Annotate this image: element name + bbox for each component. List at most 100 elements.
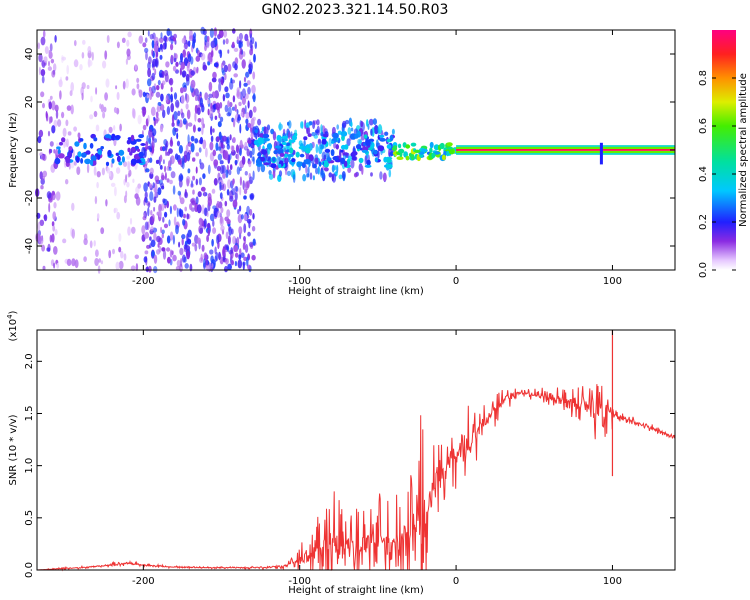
spectrogram-cell [192,40,195,49]
spectrogram-cell [279,152,285,157]
spectrogram-cell [374,157,378,163]
spectrogram-cell [209,141,214,151]
x-tick-label: 100 [603,576,622,587]
spectrogram-cell [336,164,339,174]
spectrogram-cell [247,139,252,144]
spectrogram-cell [215,142,219,152]
spectrogram-cell [81,52,85,59]
spectrogram-cell [132,178,135,183]
spectrogram-cell [180,258,183,268]
spectrogram-cell [244,243,249,253]
spectrogram-cell [341,171,346,180]
spectrogram-cell [131,88,136,96]
spectrogram-cell [165,61,170,68]
spectrogram-cell [281,141,287,146]
spectrogram-cell [170,171,176,179]
spectrogram-cell [113,107,118,113]
spectrogram-cell [198,147,202,153]
spectrogram-cell [289,147,294,154]
spectrogram-cell [197,49,201,57]
spectrogram-cell [252,238,256,246]
spectrogram-cell [169,179,173,185]
spectrogram-cell [282,128,286,135]
spectrogram-cell [46,247,51,252]
spectrogram-cell [234,261,237,267]
spectrogram-cell [77,151,82,158]
spectrogram-cell [183,43,188,50]
spectrogram-cell [45,111,48,119]
spectrogram-cell [134,64,138,71]
spectrogram-cell [226,244,230,251]
x-tick-label: -100 [288,276,311,287]
spectrogram-cell [226,219,231,225]
spectrogram-cell [245,118,249,125]
spectrogram-cell [116,155,121,163]
spectrogram-cell [241,59,246,69]
spectrogram-cell [354,133,359,139]
spectrogram-cell [81,82,86,90]
spectrogram-cell [79,138,84,142]
spectrogram-cell [252,106,257,113]
spectrogram-cell [239,147,242,156]
spectrogram-cell [104,134,112,139]
spectrogram-cell [160,93,164,102]
spectrogram-cell [360,135,365,141]
spectrogram-cell [247,160,252,165]
spectrogram-cell [350,121,353,128]
spectrogram-cell [181,112,185,119]
spectrogram-cell [212,128,215,133]
spectrogram-cell [398,143,402,149]
spectrogram-cell [284,168,288,176]
spectrogram-cell [173,57,177,63]
spectrogram-cell [305,165,308,174]
spectrogram-cell [153,232,157,242]
spectrogram-cell [286,170,291,177]
spectrogram-cell [195,178,198,186]
spectrogram-cell [159,182,165,188]
spectrogram-cell [224,150,229,161]
spectrogram-cell [252,170,255,181]
spectrogram-cell [225,169,229,179]
spectrogram-cell [333,142,337,149]
spectrogram-cell [74,40,77,47]
spectrogram-cell [304,119,307,130]
spectrogram-cell [53,63,57,72]
spectrogram-cell [162,159,165,165]
spectrogram-cell [236,236,240,246]
spectrogram-cell [40,69,46,77]
spectrogram-cell [239,80,242,89]
spectrogram-cell [226,112,231,117]
spectrogram-cell [199,97,203,107]
spectrogram-cell [93,240,96,247]
spectrogram-cell [439,142,445,150]
spectrogram-cell [220,225,225,232]
spectrogram-region [55,31,146,274]
spectrogram-cell [178,175,181,182]
spectrogram-cell [144,47,149,54]
spectrogram-cell [195,152,200,157]
spectrogram-cell [251,254,256,261]
spectrogram-cell [153,43,158,53]
spectrogram-cell [377,145,385,152]
spectrogram-cell [113,207,116,214]
spectrogram-cell [291,158,296,163]
spectrogram-cell [106,35,110,43]
spectrogram-cell [125,58,128,65]
spectrogram-cell [226,138,230,144]
spectrogram-cell [232,95,236,103]
spectrogram-cell [231,260,235,266]
spectrogram-blip [599,142,603,165]
spectrogram-cell [153,254,158,264]
spectrogram-cell [331,126,336,135]
spectrogram-cell [186,62,190,72]
x-tick-label: -100 [288,576,311,587]
spectrogram-cell [367,147,373,151]
spectrogram-cell [144,250,149,255]
spectrogram-cell [355,144,362,150]
y-tick-label: 0 [24,147,35,153]
spectrogram-cell [206,211,209,217]
spectrogram-cell [172,37,176,42]
spectrogram-cell [151,49,154,56]
spectrogram-cell [302,174,307,182]
spectrogram-cell [234,245,239,253]
